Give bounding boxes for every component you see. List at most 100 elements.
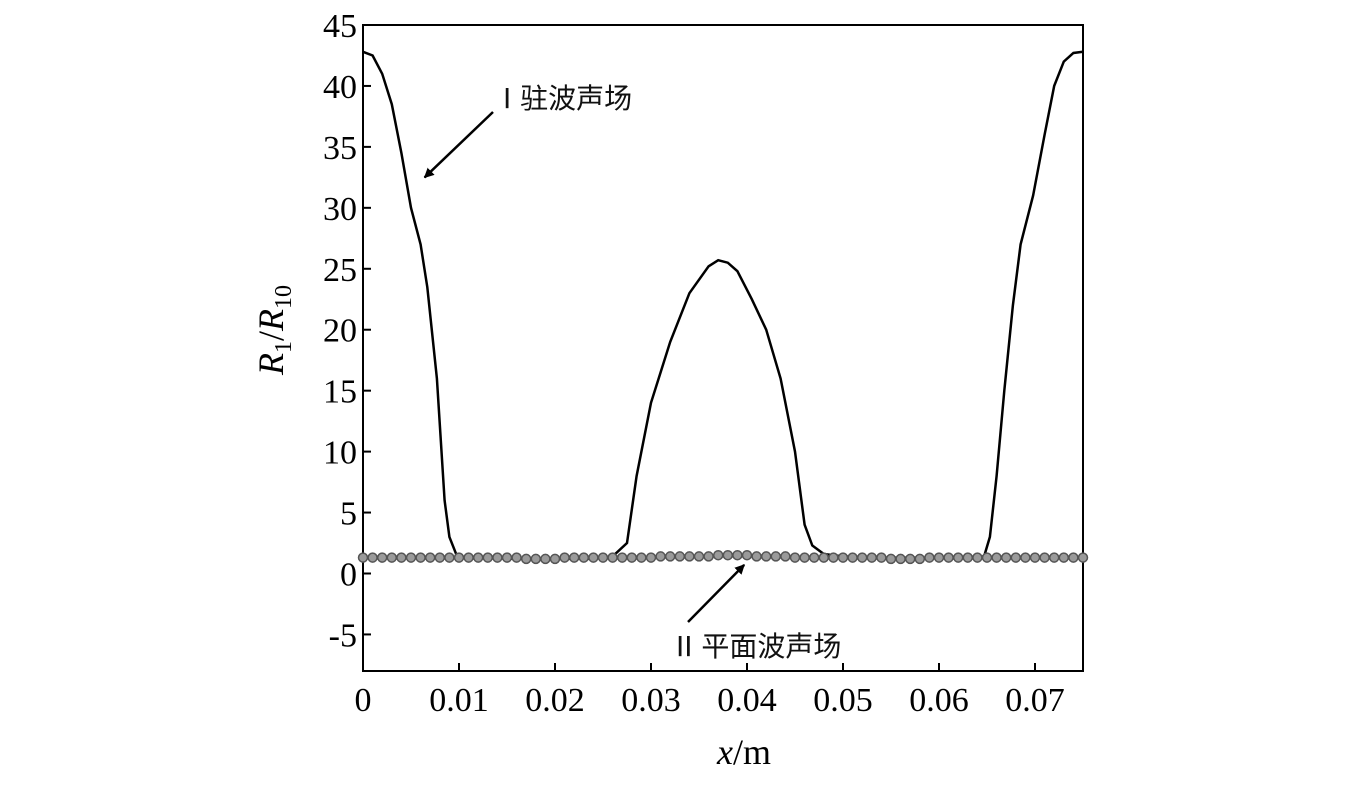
data-point — [664, 551, 676, 562]
x-tick-label: 0.07 — [1005, 682, 1065, 719]
data-point — [1029, 552, 1041, 563]
data-point — [511, 552, 522, 563]
data-point — [655, 551, 666, 562]
data-point — [789, 552, 801, 563]
data-point — [760, 551, 772, 562]
data-point — [549, 553, 561, 565]
data-point — [991, 552, 1002, 563]
plot-series — [357, 50, 1089, 565]
x-tick-label: 0.01 — [429, 682, 489, 719]
data-point — [645, 552, 657, 563]
data-point — [732, 549, 743, 561]
x-tick-label: 0.03 — [621, 682, 681, 719]
y-tick-label: 20 — [323, 313, 357, 350]
data-point — [616, 552, 628, 563]
data-point — [693, 551, 705, 562]
data-point — [636, 552, 647, 563]
data-point — [943, 552, 954, 563]
data-point — [568, 552, 580, 563]
data-point — [808, 552, 820, 563]
data-point — [904, 553, 916, 565]
data-point — [885, 553, 897, 565]
y-axis-ticks: -5 0 5 10 15 20 25 30 35 40 45 — [323, 8, 371, 654]
data-point — [895, 553, 906, 565]
data-point — [962, 552, 974, 563]
x-tick-label: 0.02 — [525, 682, 585, 719]
y-tick-label: 25 — [323, 252, 357, 289]
data-point — [741, 549, 753, 561]
data-point — [1010, 552, 1022, 563]
y-tick-label: 0 — [340, 556, 357, 593]
data-point — [434, 552, 446, 563]
annotation-label: I 驻波声场 — [503, 82, 632, 115]
x-axis-ticks: 0 0.01 0.02 0.03 0.04 0.05 0.06 0.07 — [355, 663, 1065, 719]
data-point — [684, 551, 695, 562]
data-point — [607, 552, 618, 563]
series-standing-wave-line — [362, 50, 1084, 561]
y-axis-label: R1/R10 — [251, 285, 297, 376]
data-point — [386, 552, 398, 563]
data-point — [367, 552, 378, 563]
data-point — [828, 552, 839, 563]
data-point — [1048, 552, 1060, 563]
y-tick-label: 10 — [323, 435, 357, 472]
data-point — [770, 551, 782, 562]
data-point — [1077, 552, 1089, 563]
data-point — [780, 551, 791, 562]
data-point — [559, 552, 570, 563]
y-tick-label: 30 — [323, 191, 357, 228]
data-point — [866, 552, 878, 563]
series-plane-wave-markers — [357, 549, 1089, 565]
annotation-plane-wave: II 平面波声场 — [676, 563, 841, 663]
data-point — [1058, 552, 1070, 563]
data-point — [424, 552, 436, 563]
x-tick-label: 0.05 — [813, 682, 873, 719]
data-point — [482, 552, 494, 563]
data-point — [799, 552, 810, 563]
data-point — [578, 552, 590, 563]
y-tick-label: -5 — [329, 617, 357, 654]
data-point — [444, 552, 455, 563]
data-point — [722, 549, 734, 561]
x-tick-label: 0.06 — [909, 682, 969, 719]
annotation-standing-wave: I 驻波声场 — [423, 82, 632, 179]
y-tick-label: 35 — [323, 130, 357, 167]
data-point — [597, 552, 609, 563]
data-point — [453, 552, 465, 563]
data-point — [751, 551, 762, 562]
data-point — [1020, 552, 1031, 563]
y-tick-label: 45 — [323, 8, 357, 45]
data-point — [472, 552, 484, 563]
annotation-arrow — [687, 563, 746, 623]
data-point — [674, 551, 686, 562]
data-point — [837, 552, 849, 563]
data-point — [914, 553, 926, 565]
data-point — [626, 552, 638, 563]
data-point — [856, 552, 868, 563]
data-point — [530, 553, 542, 565]
data-point — [972, 552, 983, 563]
data-point — [463, 552, 474, 563]
data-point — [924, 552, 935, 563]
data-point — [520, 553, 532, 565]
x-axis-label: x/m — [716, 732, 771, 772]
data-point — [703, 551, 714, 562]
data-point — [981, 552, 993, 563]
data-point — [540, 553, 551, 565]
data-point — [396, 552, 407, 563]
data-point — [933, 552, 945, 563]
data-point — [1068, 552, 1079, 563]
data-point — [588, 552, 599, 563]
data-point — [1000, 552, 1012, 563]
data-point — [712, 549, 724, 561]
x-tick-label: 0 — [355, 682, 372, 719]
data-point — [952, 552, 964, 563]
plot-area-frame — [362, 24, 1084, 672]
data-point — [876, 552, 887, 563]
x-tick-label: 0.04 — [717, 682, 777, 719]
data-point — [492, 552, 503, 563]
y-tick-label: 15 — [323, 374, 357, 411]
data-point — [357, 552, 369, 563]
data-point — [415, 552, 426, 563]
